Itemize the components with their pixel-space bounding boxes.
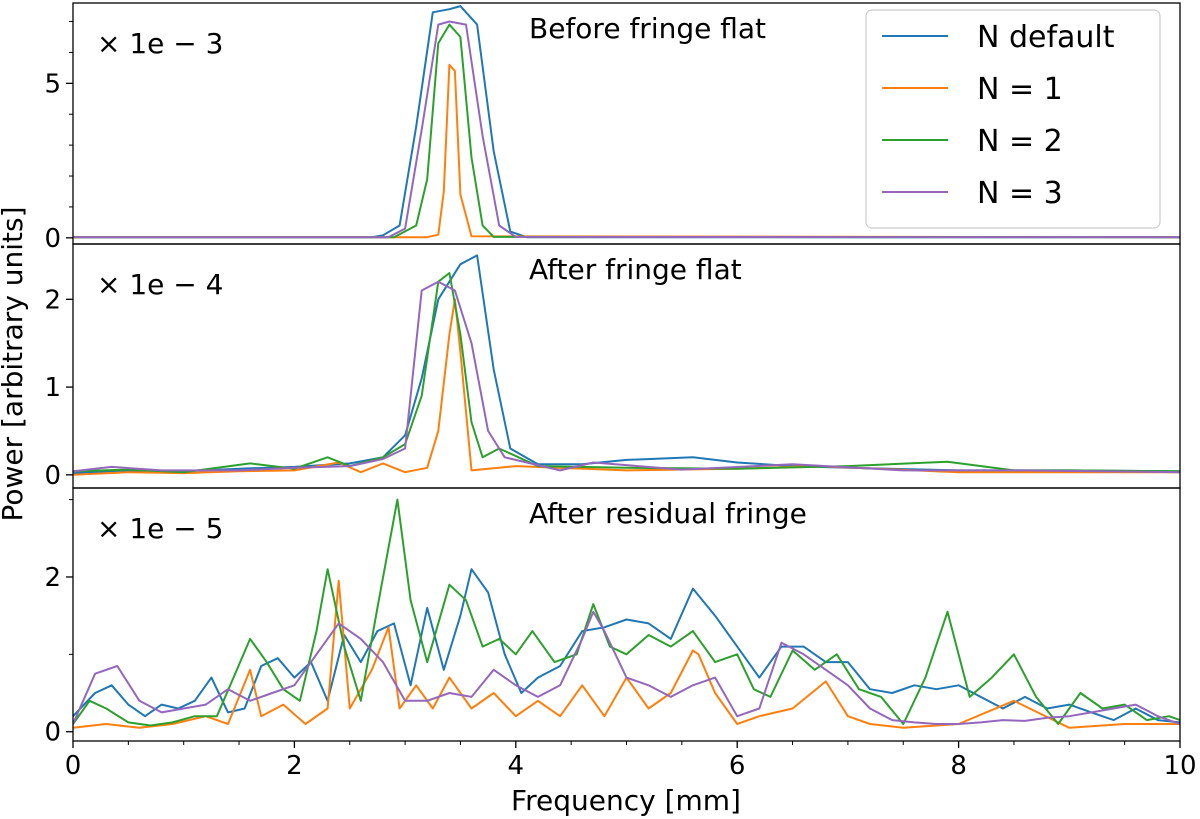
panel-scale-label: × 1e − 3: [97, 27, 223, 60]
y-tick-label: 0: [44, 461, 61, 491]
panel-series-group: [73, 5, 1180, 239]
panel-title: Before fringe flat: [529, 12, 766, 45]
series-line-n-default: [73, 254, 1180, 475]
panel-3: 0 2 × 1e − 5 After residual fringe: [44, 487, 1181, 748]
legend: N default N = 1 N = 2 N = 3: [865, 9, 1161, 229]
x-axis-label: Frequency [mm]: [511, 784, 741, 817]
series-line-n-1: [73, 63, 1180, 239]
x-tick-label: 10: [1163, 751, 1196, 781]
panel-title: After residual fringe: [529, 497, 807, 530]
panel-scale-label: × 1e − 4: [97, 268, 223, 301]
x-tick-label: 6: [729, 751, 746, 781]
y-tick-label: 5: [44, 69, 61, 99]
panel-series-group: [73, 254, 1180, 476]
y-tick-label: 0: [44, 718, 61, 748]
legend-label-n-2: N = 2: [977, 124, 1063, 159]
y-tick-label: 1: [44, 373, 61, 403]
panel-title: After fringe flat: [529, 253, 742, 286]
x-tick-label: 0: [65, 751, 82, 781]
series-line-n-2: [73, 272, 1180, 474]
legend-label-n-3: N = 3: [977, 176, 1063, 211]
series-line-n-2: [73, 23, 1180, 239]
panel-scale-label: × 1e − 5: [97, 512, 223, 545]
y-tick-label: 0: [44, 224, 61, 254]
x-axis: 0 2 4 6 8 10: [65, 741, 1197, 781]
series-line-n-2: [73, 498, 1180, 727]
legend-label-n-default: N default: [977, 20, 1115, 55]
legend-label-n-1: N = 1: [977, 72, 1063, 107]
x-tick-label: 2: [286, 751, 303, 781]
panel-series-group: [73, 498, 1180, 729]
series-line-n-3: [73, 280, 1180, 474]
y-tick-label: 2: [44, 285, 61, 315]
x-tick-label: 8: [950, 751, 967, 781]
series-line-n-1: [73, 579, 1180, 729]
y-axis-label: Power [arbitrary units]: [0, 206, 29, 521]
panel-2: 0 1 2 × 1e − 4 After fringe flat: [44, 243, 1181, 491]
x-tick-label: 4: [508, 751, 525, 781]
series-line-n-default: [73, 568, 1180, 724]
panels-layer: 0 5 × 1e − 3 Before fringe flat 0 1 2 × 1e − 4 A…: [44, 2, 1181, 748]
series-line-n-default: [73, 5, 1180, 239]
legend-box: [865, 9, 1161, 229]
series-line-n-3: [73, 20, 1180, 239]
y-tick-label: 2: [44, 563, 61, 593]
series-line-n-3: [73, 610, 1180, 725]
series-line-n-1: [73, 298, 1180, 476]
